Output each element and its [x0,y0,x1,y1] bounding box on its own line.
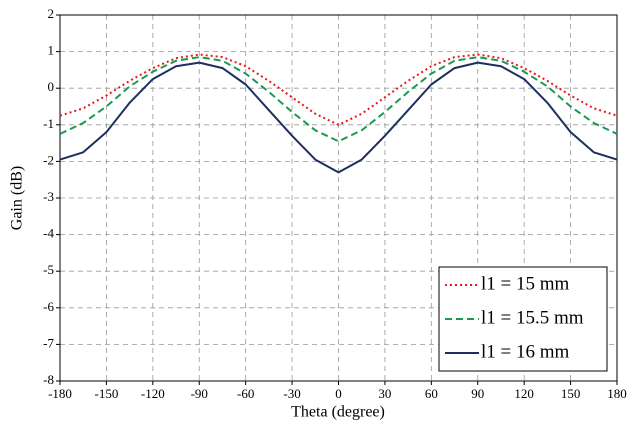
y-tick-label: -4 [43,226,54,241]
x-tick-label: -150 [94,386,118,401]
x-tick-label: -30 [283,386,300,401]
legend-label: l1 = 16 mm [481,341,570,362]
series-line [59,53,618,126]
x-tick-label: -60 [237,386,254,401]
x-tick-label: -90 [191,386,208,401]
series-line [59,56,618,143]
x-tick-label: 30 [378,386,391,401]
y-tick-label: -1 [43,116,54,131]
x-tick-label: 180 [607,386,627,401]
y-tick-label: -8 [43,372,54,387]
x-axis-label: Theta (degree) [291,404,385,421]
x-tick-label: -180 [48,386,72,401]
legend-label: l1 = 15.5 mm [481,307,584,328]
x-tick-label: 150 [561,386,581,401]
y-tick-label: 2 [48,6,55,21]
y-tick-label: -7 [43,335,54,350]
x-tick-label: 90 [471,386,484,401]
x-tick-label: 60 [425,386,438,401]
y-tick-label: 1 [48,43,55,58]
legend-label: l1 = 15 mm [481,273,570,294]
y-tick-label: -2 [43,152,54,167]
y-axis-label: Gain (dB) [9,166,26,230]
y-tick-label: 0 [48,79,55,94]
x-tick-label: 120 [514,386,534,401]
plot-frame [59,14,618,382]
x-tick-label: -120 [141,386,165,401]
y-tick-label: -6 [43,299,54,314]
x-tick-label: 0 [335,386,342,401]
y-tick-label: -3 [43,189,54,204]
y-tick-label: -5 [43,262,54,277]
series-line [59,61,618,174]
